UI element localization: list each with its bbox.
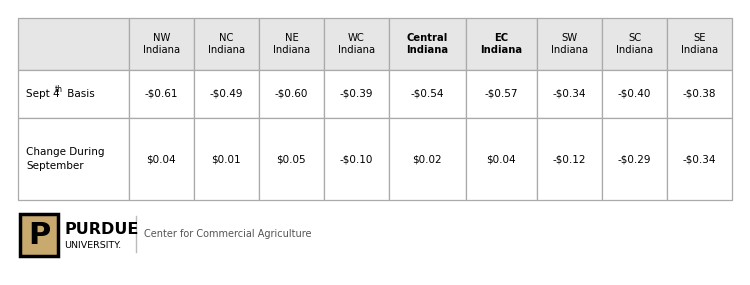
Bar: [602, 118, 667, 200]
Bar: [466, 18, 537, 70]
Text: UNIVERSITY.: UNIVERSITY.: [64, 241, 122, 250]
Bar: [667, 18, 732, 70]
Text: SC
Indiana: SC Indiana: [616, 33, 653, 55]
Bar: [259, 70, 324, 118]
Bar: [388, 18, 466, 70]
Bar: [324, 18, 388, 70]
Bar: [667, 118, 732, 200]
Text: -$0.34: -$0.34: [682, 154, 716, 164]
Bar: [388, 118, 466, 200]
Bar: [602, 70, 667, 118]
Bar: [537, 118, 602, 200]
Text: NE
Indiana: NE Indiana: [273, 33, 310, 55]
Text: -$0.40: -$0.40: [618, 89, 651, 99]
Bar: [537, 18, 602, 70]
Bar: [129, 18, 194, 70]
Text: -$0.34: -$0.34: [553, 89, 586, 99]
Bar: [194, 118, 259, 200]
Text: -$0.10: -$0.10: [340, 154, 373, 164]
Bar: [18, 18, 129, 70]
Bar: [194, 18, 259, 70]
Text: -$0.39: -$0.39: [340, 89, 374, 99]
Text: WC
Indiana: WC Indiana: [338, 33, 375, 55]
Bar: [466, 70, 537, 118]
Bar: [259, 18, 324, 70]
Bar: [388, 70, 466, 118]
Bar: [667, 70, 732, 118]
Text: -$0.29: -$0.29: [618, 154, 651, 164]
Text: Center for Commercial Agriculture: Center for Commercial Agriculture: [144, 229, 311, 239]
Text: Central
Indiana: Central Indiana: [406, 33, 448, 55]
Bar: [129, 118, 194, 200]
Text: -$0.57: -$0.57: [484, 89, 518, 99]
Text: EC
Indiana: EC Indiana: [480, 33, 523, 55]
Text: $0.01: $0.01: [211, 154, 242, 164]
Bar: [259, 118, 324, 200]
Text: SE
Indiana: SE Indiana: [681, 33, 718, 55]
Bar: [537, 70, 602, 118]
Text: Change During
September: Change During September: [26, 147, 104, 171]
Text: SW
Indiana: SW Indiana: [551, 33, 588, 55]
Bar: [194, 70, 259, 118]
Text: -$0.60: -$0.60: [274, 89, 308, 99]
Text: th: th: [55, 84, 63, 93]
Bar: [466, 118, 537, 200]
Text: $0.02: $0.02: [413, 154, 442, 164]
FancyBboxPatch shape: [20, 214, 58, 256]
Text: NW
Indiana: NW Indiana: [142, 33, 180, 55]
Text: PURDUE: PURDUE: [64, 223, 138, 237]
Text: -$0.49: -$0.49: [210, 89, 243, 99]
Bar: [324, 118, 388, 200]
Text: NC
Indiana: NC Indiana: [208, 33, 245, 55]
Bar: [18, 70, 129, 118]
Text: -$0.38: -$0.38: [682, 89, 716, 99]
Bar: [324, 70, 388, 118]
Text: -$0.12: -$0.12: [553, 154, 586, 164]
Text: -$0.61: -$0.61: [145, 89, 178, 99]
Text: $0.04: $0.04: [146, 154, 176, 164]
Text: P: P: [28, 221, 50, 249]
Text: Basis: Basis: [64, 89, 94, 99]
Bar: [602, 18, 667, 70]
Text: -$0.54: -$0.54: [410, 89, 444, 99]
Text: Sept 4: Sept 4: [26, 89, 60, 99]
Text: $0.05: $0.05: [277, 154, 306, 164]
Bar: [18, 118, 129, 200]
Bar: [129, 70, 194, 118]
Text: $0.04: $0.04: [487, 154, 516, 164]
